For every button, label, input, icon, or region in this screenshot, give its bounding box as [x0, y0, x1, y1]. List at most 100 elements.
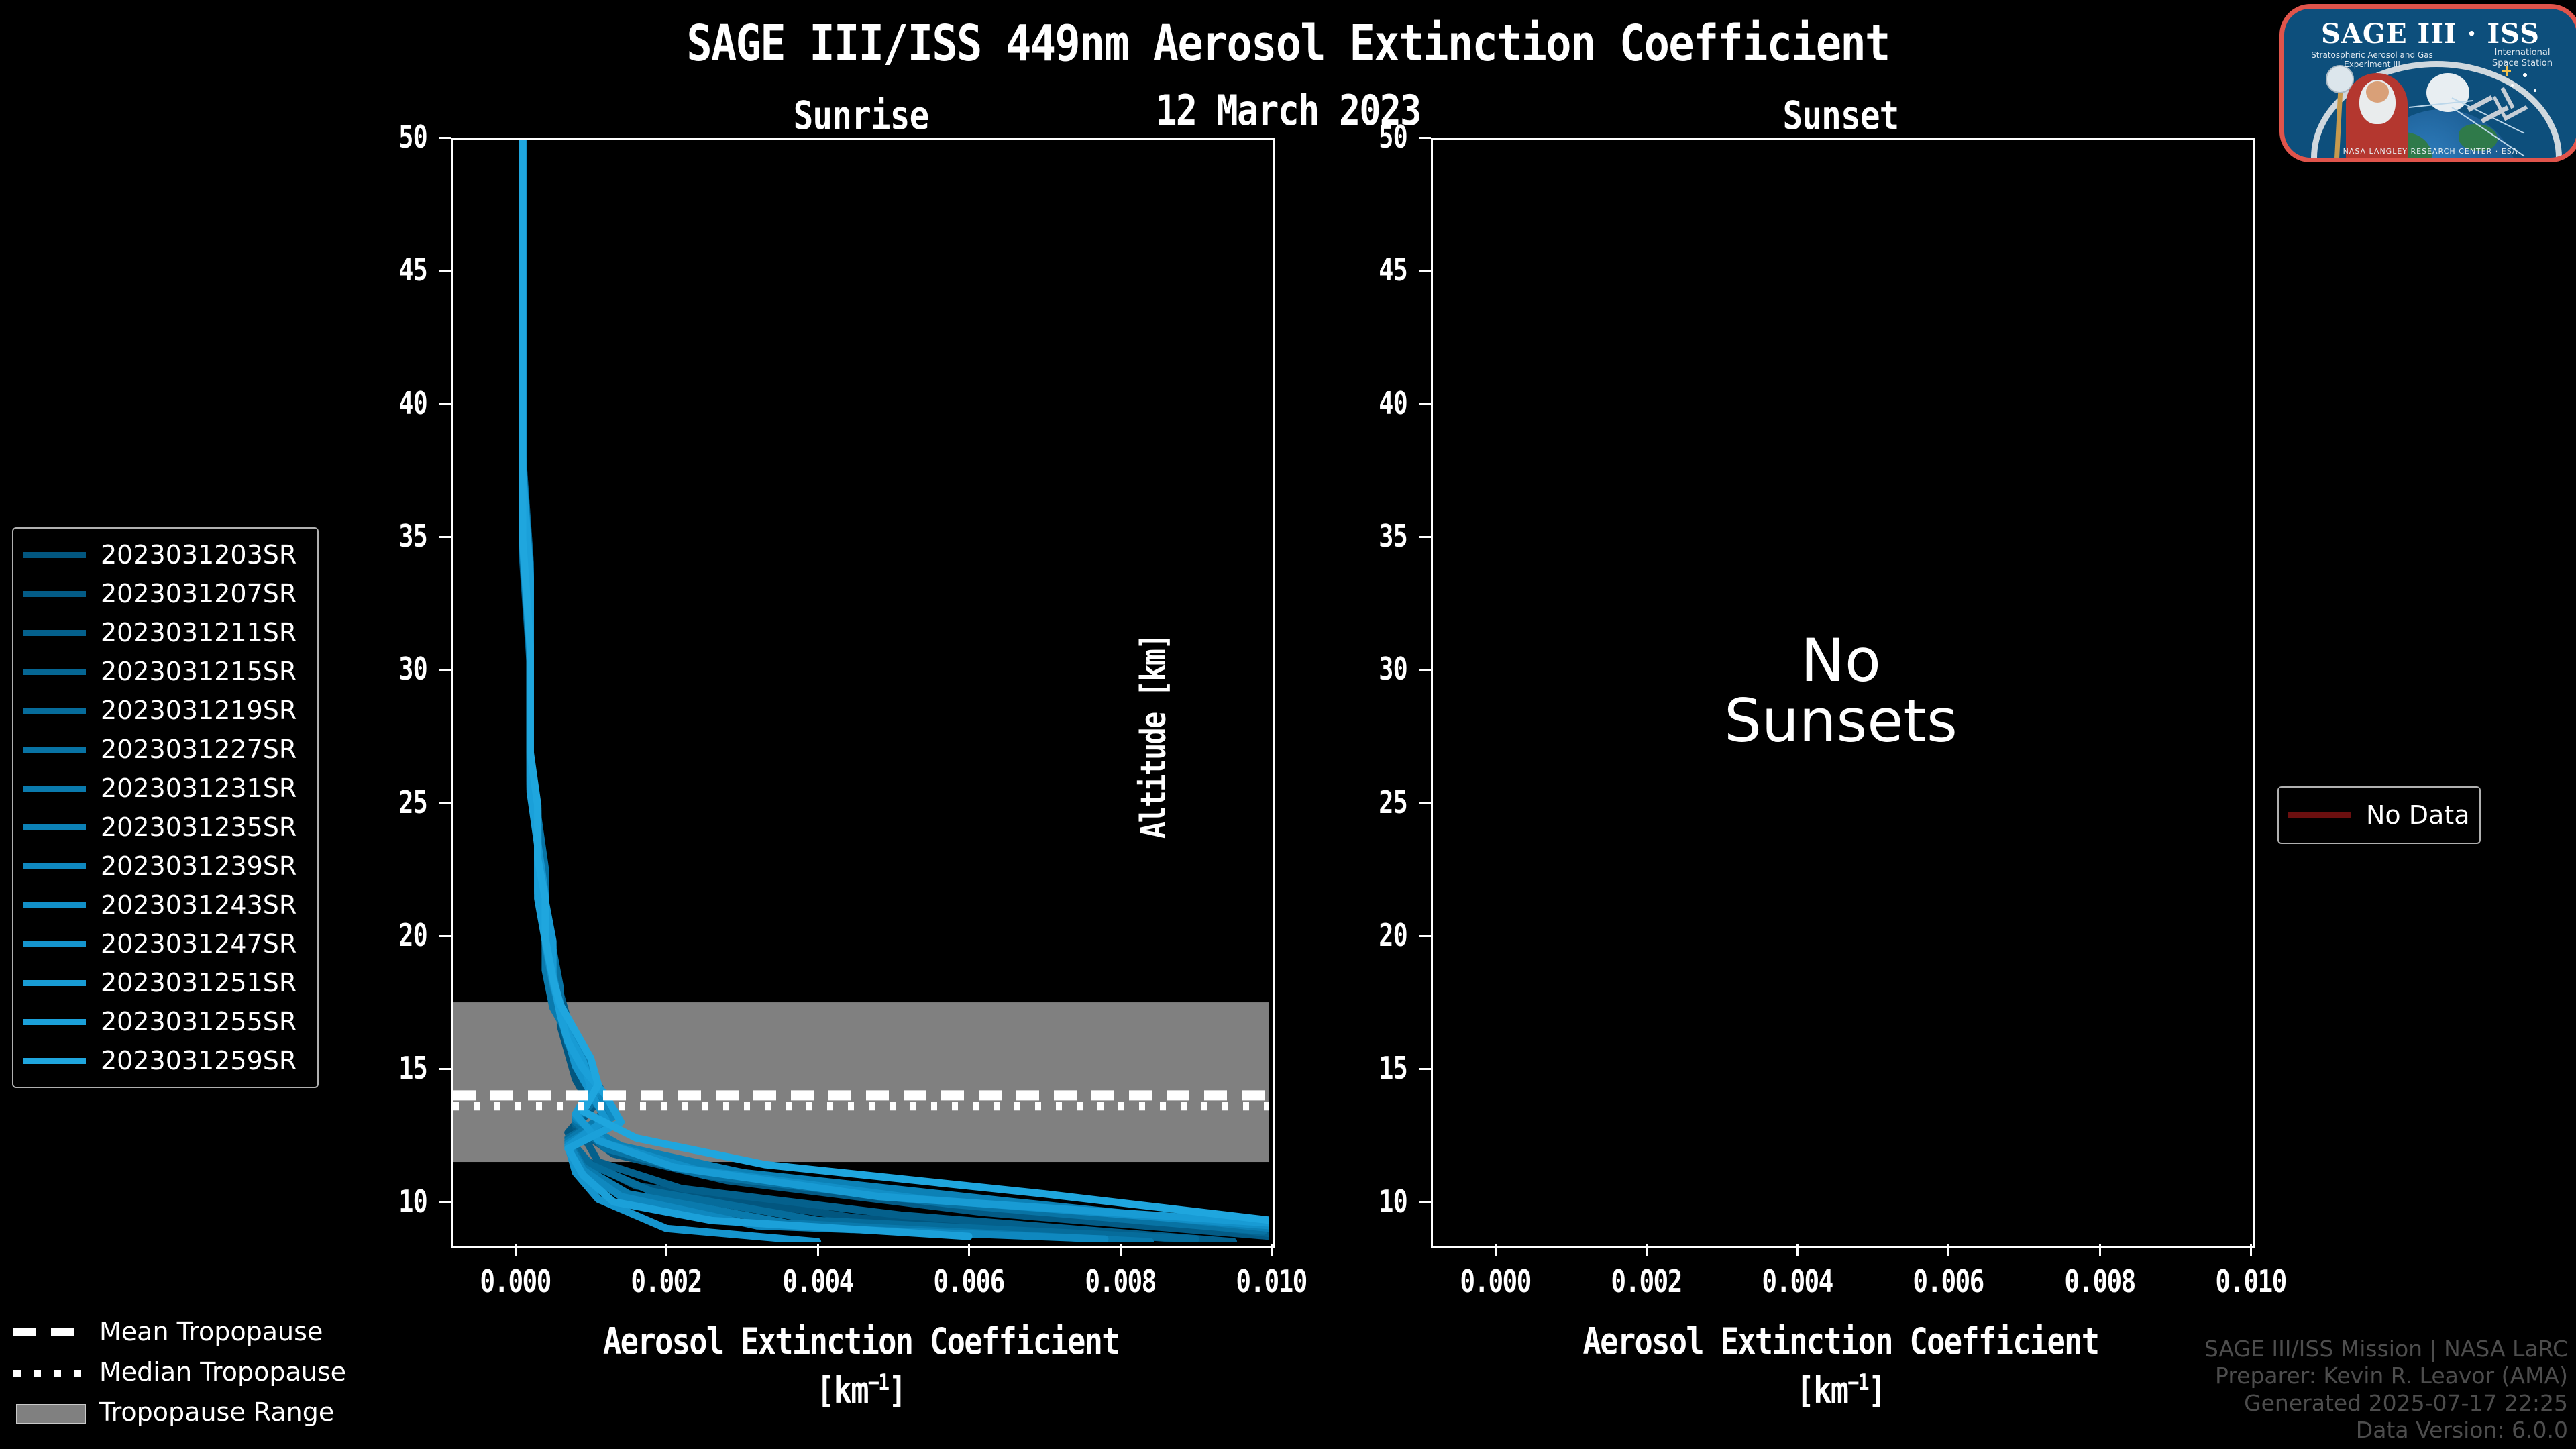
- sunset-x-axis-title: Aerosol Extinction Coefficient [km−1]: [1497, 1320, 2185, 1411]
- tropopause-legend: Mean Tropopause Median Tropopause Tropop…: [13, 1311, 389, 1432]
- y-tick-label: 10: [1379, 1183, 1408, 1220]
- credits-line-mission: SAGE III/ISS Mission | NASA LaRC: [2204, 1336, 2568, 1362]
- y-tick-mark: [439, 934, 451, 937]
- y-tick-mark: [1419, 934, 1431, 937]
- sunrise-data-lines: [453, 140, 1269, 1242]
- legend-label: 2023031215SR: [101, 657, 297, 686]
- no-sunsets-line2: Sunsets: [1724, 686, 1957, 755]
- sunset-x-axis-title-text: Aerosol Extinction Coefficient: [1582, 1320, 2100, 1362]
- x-tick-label: 0.008: [1084, 1263, 1157, 1299]
- legend-item-2023031239sr[interactable]: 2023031239SR: [23, 847, 308, 885]
- sunset-x-axis-unit: [km−1]: [1796, 1369, 1886, 1411]
- x-tick-mark: [1271, 1244, 1273, 1256]
- data-line-2023031259sr: [519, 140, 1269, 1224]
- logo-subtitle-right: International Space Station: [2492, 48, 2553, 69]
- dotted-line-icon: [13, 1361, 86, 1383]
- legend-item-2023031219sr[interactable]: 2023031219SR: [23, 691, 308, 730]
- legend-item-2023031227sr[interactable]: 2023031227SR: [23, 730, 308, 769]
- legend-item-2023031259sr[interactable]: 2023031259SR: [23, 1041, 308, 1080]
- legend-label: 2023031219SR: [101, 696, 297, 725]
- y-tick-label: 10: [398, 1183, 428, 1220]
- legend-color-swatch: [23, 1057, 86, 1064]
- legend-color-swatch: [23, 979, 86, 986]
- dashed-line-icon: [13, 1321, 86, 1342]
- x-tick-label: 0.006: [933, 1263, 1005, 1299]
- legend-item-2023031247sr[interactable]: 2023031247SR: [23, 924, 308, 963]
- credits-line-preparer: Preparer: Kevin R. Leavor (AMA): [2215, 1362, 2568, 1389]
- y-tick-label: 50: [398, 119, 428, 155]
- y-tick-mark: [439, 270, 451, 272]
- y-tick-label: 35: [398, 517, 428, 554]
- legend-label: 2023031211SR: [101, 618, 297, 647]
- legend-item-2023031203sr[interactable]: 2023031203SR: [23, 535, 308, 574]
- sunset-panel-title: Sunset: [1782, 93, 1899, 138]
- legend-item-2023031243sr[interactable]: 2023031243SR: [23, 885, 308, 924]
- sunrise-plot-area: [451, 138, 1275, 1248]
- x-tick-label: 0.004: [1762, 1263, 1834, 1299]
- sunset-plot-area: [1431, 138, 2255, 1248]
- legend-color-swatch: [23, 785, 86, 792]
- y-tick-mark: [1419, 535, 1431, 538]
- sage-iii-iss-logo: SAGE III · ISS Stratospheric Aerosol and…: [2279, 4, 2576, 162]
- legend-color-swatch: [23, 824, 86, 830]
- x-tick-label: 0.006: [1913, 1263, 1985, 1299]
- legend-item-2023031211sr[interactable]: 2023031211SR: [23, 613, 308, 652]
- y-tick-mark: [1419, 1201, 1431, 1203]
- y-tick-label: 40: [1379, 384, 1408, 421]
- no-data-legend[interactable]: No Data: [2277, 786, 2481, 844]
- legend-item-2023031215sr[interactable]: 2023031215SR: [23, 652, 308, 691]
- no-sunsets-message: No Sunsets: [1431, 631, 2251, 751]
- legend-color-swatch: [23, 590, 86, 597]
- x-tick-mark: [816, 1244, 819, 1256]
- y-tick-label: 20: [398, 916, 428, 953]
- y-tick-mark: [1419, 669, 1431, 672]
- legend-label: 2023031235SR: [101, 812, 297, 842]
- y-tick-label: 20: [1379, 916, 1408, 953]
- y-tick-mark: [1419, 270, 1431, 272]
- legend-color-swatch: [23, 863, 86, 869]
- legend-color-swatch: [23, 902, 86, 908]
- y-tick-mark: [439, 137, 451, 139]
- y-tick-label: 35: [1379, 517, 1408, 554]
- legend-item-2023031207sr[interactable]: 2023031207SR: [23, 574, 308, 613]
- x-tick-label: 0.002: [631, 1263, 703, 1299]
- x-tick-mark: [968, 1244, 971, 1256]
- mean-tropopause-label: Mean Tropopause: [99, 1317, 323, 1346]
- x-tick-label: 0.000: [480, 1263, 551, 1299]
- legend-color-swatch: [23, 1018, 86, 1025]
- x-tick-label: 0.010: [1236, 1263, 1307, 1299]
- x-tick-mark: [1645, 1244, 1648, 1256]
- y-tick-mark: [439, 802, 451, 804]
- legend-item-no-data[interactable]: No Data: [2288, 794, 2470, 836]
- legend-label: 2023031227SR: [101, 735, 297, 764]
- x-tick-label: 0.010: [2215, 1263, 2287, 1299]
- y-tick-label: 50: [1379, 119, 1408, 155]
- legend-item-median-tropopause: Median Tropopause: [13, 1352, 389, 1392]
- x-tick-label: 0.002: [1611, 1263, 1682, 1299]
- legend-item-2023031251sr[interactable]: 2023031251SR: [23, 963, 308, 1002]
- y-tick-mark: [439, 669, 451, 672]
- y-tick-mark: [1419, 1068, 1431, 1071]
- median-tropopause-label: Median Tropopause: [99, 1357, 346, 1387]
- no-data-color-swatch: [2288, 812, 2351, 818]
- legend-item-2023031231sr[interactable]: 2023031231SR: [23, 769, 308, 808]
- credits-line-version: Data Version: 6.0.0: [2355, 1416, 2568, 1443]
- legend-label: 2023031243SR: [101, 890, 297, 920]
- legend-color-swatch: [23, 707, 86, 714]
- legend-label: 2023031239SR: [101, 851, 297, 881]
- y-tick-label: 45: [1379, 252, 1408, 288]
- x-tick-label: 0.000: [1460, 1263, 1532, 1299]
- x-tick-mark: [1119, 1244, 1122, 1256]
- legend-item-2023031255sr[interactable]: 2023031255SR: [23, 1002, 308, 1041]
- sunrise-x-axis-title: Aerosol Extinction Coefficient [km−1]: [517, 1320, 1205, 1411]
- legend-color-swatch: [23, 629, 86, 636]
- legend-item-mean-tropopause: Mean Tropopause: [13, 1311, 389, 1352]
- y-tick-mark: [439, 402, 451, 405]
- sunrise-legend[interactable]: 2023031203SR 2023031207SR 2023031211SR 2023…: [12, 527, 319, 1088]
- legend-item-2023031235sr[interactable]: 2023031235SR: [23, 808, 308, 847]
- legend-label: 2023031231SR: [101, 773, 297, 803]
- x-tick-mark: [1947, 1244, 1950, 1256]
- legend-color-swatch: [23, 668, 86, 675]
- y-tick-label: 25: [1379, 784, 1408, 820]
- logo-title: SAGE III · ISS: [2320, 18, 2540, 50]
